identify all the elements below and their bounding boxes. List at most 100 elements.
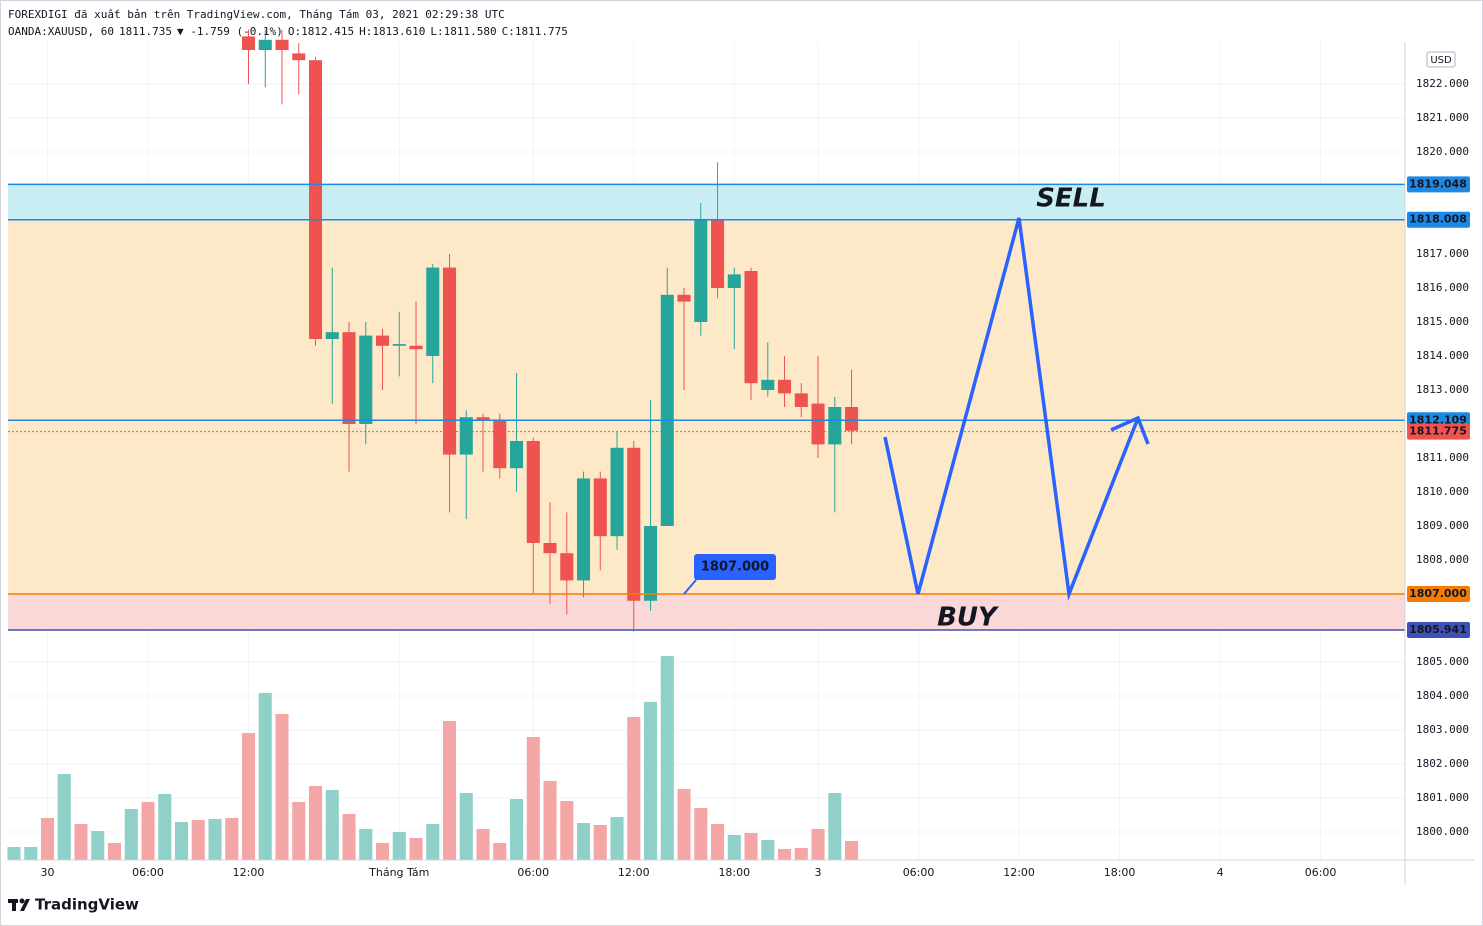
y-tick-label: 1804.000 — [1416, 689, 1469, 702]
volume-bar — [24, 847, 38, 860]
callout-pointer — [683, 579, 697, 595]
callout-label: 1807.000 — [701, 559, 769, 574]
candle-body — [794, 393, 808, 407]
price-label: 1807.000 — [1409, 587, 1467, 600]
volume-bar — [292, 802, 306, 860]
volume-bar — [560, 801, 574, 860]
legend-item: L: — [430, 25, 443, 38]
candle-body — [426, 267, 440, 356]
y-tick-label: 1813.000 — [1416, 383, 1469, 396]
y-tick-label: 1811.000 — [1416, 451, 1469, 464]
candle-body — [560, 553, 574, 581]
volume-bar — [426, 824, 440, 860]
candle-body — [694, 219, 708, 322]
y-tick-label: 1808.000 — [1416, 553, 1469, 566]
x-tick-label: 30 — [40, 866, 54, 879]
volume-bar — [392, 832, 406, 860]
volume-bar — [325, 790, 339, 860]
candle-body — [375, 335, 390, 346]
volume-bar — [124, 809, 138, 860]
price-label: 1819.048 — [1409, 177, 1467, 190]
candle-body — [509, 440, 524, 469]
volume-bar — [7, 847, 21, 860]
legend-item: 1811.775 — [515, 25, 568, 38]
volume-bar — [576, 823, 591, 860]
brand-logo — [8, 898, 30, 911]
candle-body — [308, 60, 323, 339]
candle-body — [610, 447, 624, 537]
volume-bar — [727, 835, 741, 860]
volume-bar — [644, 702, 658, 860]
volume-bar — [811, 829, 825, 860]
volume-bar — [845, 841, 859, 860]
y-tick-label: 1803.000 — [1416, 723, 1469, 736]
y-tick-label: 1801.000 — [1416, 791, 1469, 804]
price-label: 1818.008 — [1409, 213, 1467, 226]
volume-bar — [509, 799, 524, 860]
y-tick-label: 1814.000 — [1416, 349, 1469, 362]
candle-body — [576, 478, 591, 581]
volume-bar — [191, 820, 205, 860]
candle-body — [258, 39, 272, 50]
candle-body — [342, 332, 356, 424]
candle-body — [292, 53, 306, 61]
volume-bar — [308, 786, 323, 860]
price-label-box — [1407, 211, 1470, 228]
candle-body — [476, 417, 490, 421]
volume-bar — [40, 818, 55, 860]
x-tick-label: 06:00 — [132, 866, 164, 879]
price-label-box — [1407, 423, 1470, 440]
volume-bar — [375, 843, 390, 860]
y-tick-label: 1805.000 — [1416, 655, 1469, 668]
volume-bar — [778, 849, 792, 860]
x-tick-label: 4 — [1217, 866, 1224, 879]
volume-bar — [660, 656, 674, 860]
y-tick-label: 1809.000 — [1416, 519, 1469, 532]
volume-bar — [610, 817, 624, 860]
price-label: 1811.775 — [1409, 425, 1467, 438]
volume-bar — [744, 833, 758, 860]
y-tick-label: 1800.000 — [1416, 825, 1469, 838]
y-tick-label: 1802.000 — [1416, 757, 1469, 770]
x-tick-label: 3 — [815, 866, 822, 879]
x-tick-label: 06:00 — [517, 866, 549, 879]
y-tick-label: 1820.000 — [1416, 145, 1469, 158]
zone-label: BUY — [937, 602, 1000, 632]
candle-body — [526, 440, 540, 543]
price-label-box — [1407, 621, 1470, 638]
candle-body — [493, 420, 507, 469]
volume-bar — [57, 774, 71, 860]
legend-item: O: — [288, 25, 301, 38]
legend-item: 1812.415 — [301, 25, 354, 38]
x-tick-label: 12:00 — [233, 866, 265, 879]
brand: TradingView — [35, 896, 139, 914]
price-label: 1812.109 — [1409, 413, 1467, 426]
candle-body — [811, 403, 825, 445]
candle-body — [392, 344, 406, 346]
price-label-box — [1407, 585, 1470, 602]
volume-bar — [694, 808, 708, 860]
candle-body — [543, 542, 557, 554]
candle-body — [744, 270, 758, 384]
volume-bar — [409, 838, 423, 860]
legend-item: C: — [502, 25, 515, 38]
candle-body — [660, 294, 674, 526]
candle-body — [677, 294, 691, 302]
projection-arrowhead — [1110, 415, 1150, 445]
currency-box — [1426, 51, 1456, 68]
price-label: 1805.941 — [1409, 623, 1467, 636]
volume-bar — [677, 789, 691, 860]
legend-item: OANDA:XAUUSD, 60 — [8, 25, 114, 38]
legend-item: 1813.610 — [372, 25, 425, 38]
volume-bar — [593, 825, 607, 860]
volume-bar — [442, 721, 457, 860]
y-tick-label: 1810.000 — [1416, 485, 1469, 498]
candle-body — [828, 406, 842, 445]
y-tick-label: 1817.000 — [1416, 247, 1469, 260]
zone — [8, 593, 1405, 630]
volume-bar — [107, 843, 122, 860]
volume-bar — [493, 843, 507, 860]
volume-bar — [208, 819, 222, 860]
volume-bar — [158, 794, 172, 860]
